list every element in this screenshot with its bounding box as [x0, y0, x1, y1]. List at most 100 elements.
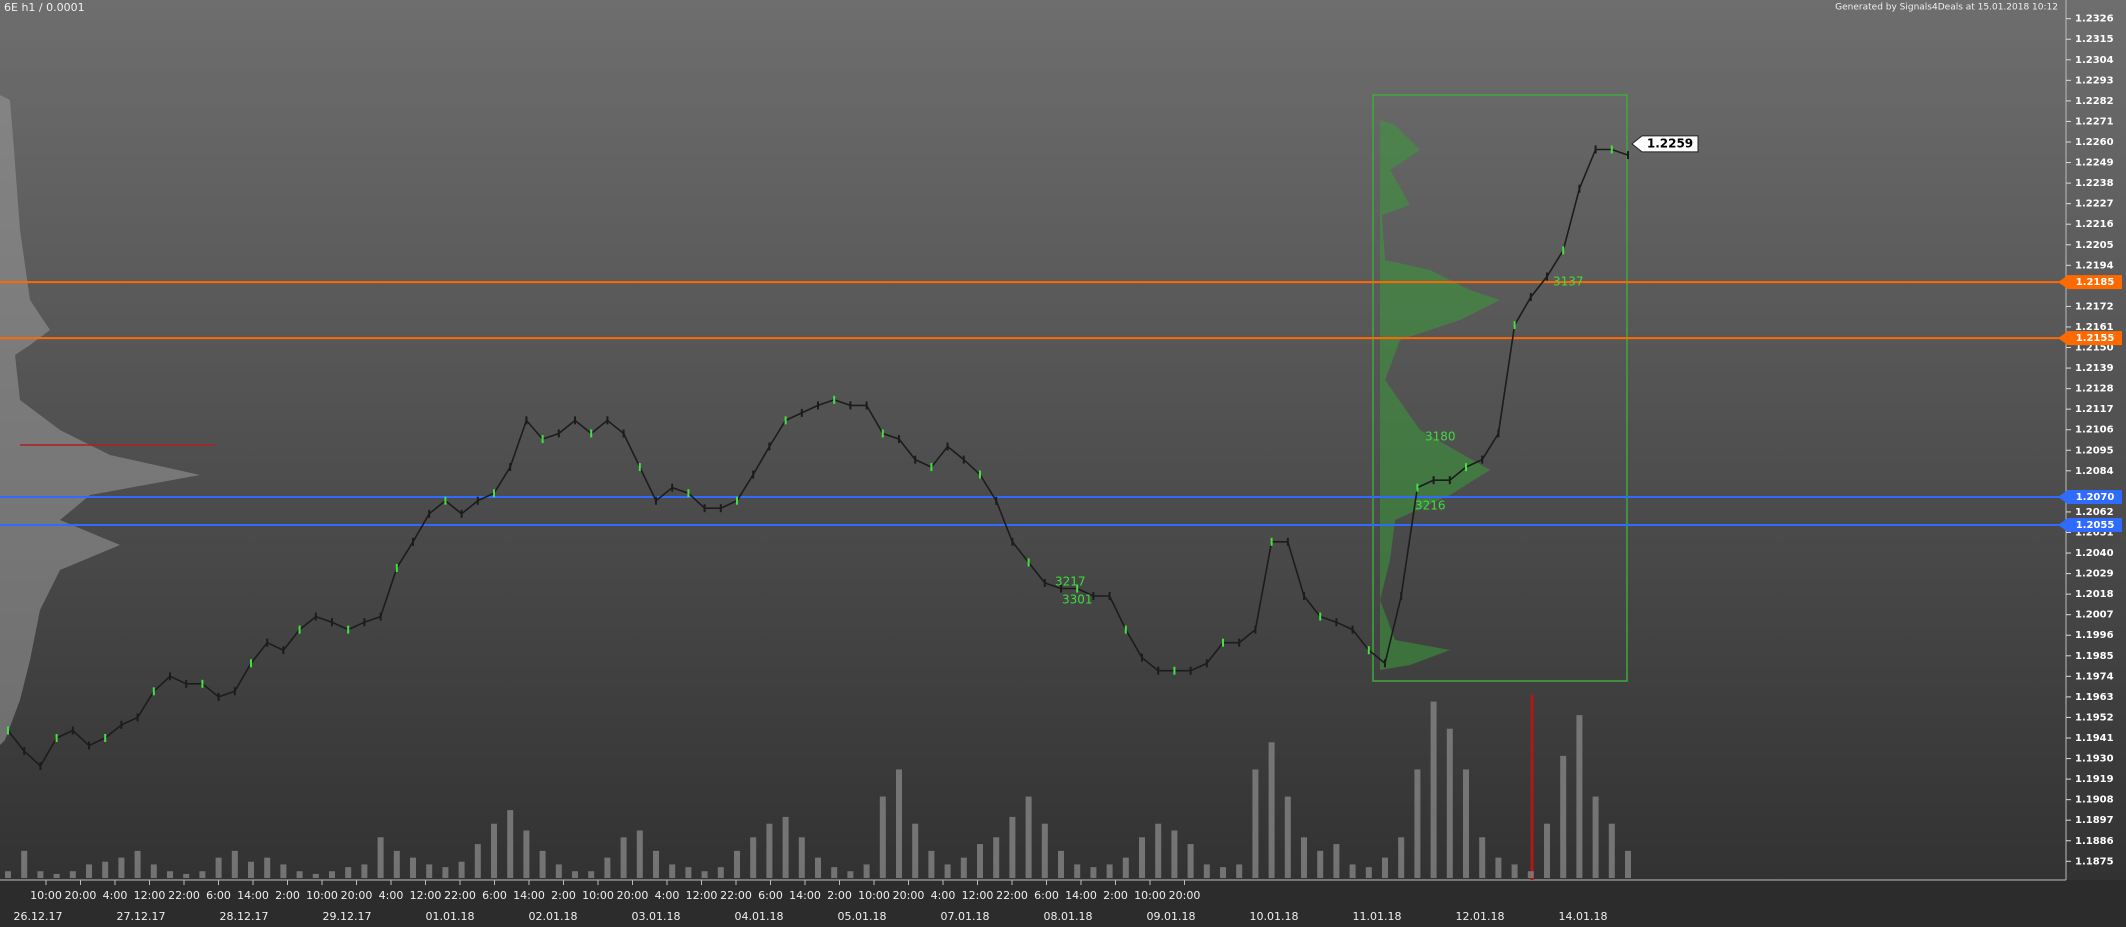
y-tick-label: 1.2084 — [2075, 466, 2114, 477]
volume-bar — [717, 867, 724, 878]
volume-bar — [1398, 837, 1405, 878]
volume-bar — [1301, 837, 1307, 878]
level-tag — [2058, 331, 2122, 346]
y-tick-label: 1.2029 — [2075, 569, 2114, 580]
y-tick-label: 1.2040 — [2075, 548, 2114, 559]
x-tick-label: 12:00 — [686, 889, 718, 902]
x-tick-label: 22:00 — [720, 889, 752, 902]
price-bar — [298, 625, 301, 634]
price-bar — [23, 747, 26, 756]
price-bar — [881, 429, 884, 438]
volume-bar — [69, 871, 76, 878]
level-tag — [2058, 275, 2122, 290]
volume-bar — [734, 850, 740, 878]
date-label: 10.01.18 — [1250, 910, 1299, 923]
date-label: 12.01.18 — [1456, 910, 1505, 923]
volume-bar — [5, 871, 11, 878]
volume-bar — [1333, 844, 1340, 878]
price-bar — [1400, 592, 1403, 601]
price-bar — [1448, 476, 1451, 485]
y-tick-label: 1.2216 — [2075, 219, 2114, 230]
price-bar — [1173, 666, 1176, 675]
y-tick-label: 1.2227 — [2075, 199, 2114, 210]
y-tick-label: 1.1930 — [2075, 754, 2114, 765]
volume-bar — [604, 857, 611, 878]
price-bar — [1319, 612, 1322, 621]
date-label: 09.01.18 — [1147, 910, 1196, 923]
price-bar — [152, 687, 155, 696]
volume-bar — [1187, 844, 1194, 878]
volume-bar — [1527, 871, 1534, 878]
volume-bar — [993, 837, 1000, 878]
price-bar — [1011, 537, 1014, 546]
y-tick-label: 1.2051 — [2075, 527, 2114, 538]
x-tick-label: 20:00 — [65, 889, 97, 902]
volume-bar — [1025, 796, 1032, 878]
price-bar — [719, 504, 722, 513]
x-tick-label: 10:00 — [858, 889, 890, 902]
x-tick-label: 12:00 — [962, 889, 994, 902]
volume-bar — [215, 857, 222, 878]
volume-bar — [393, 850, 400, 878]
volume-bar — [53, 873, 60, 878]
y-tick-label: 1.2282 — [2075, 96, 2114, 107]
price-bar — [39, 762, 42, 771]
y-tick-label: 1.2161 — [2075, 322, 2114, 333]
level-label: 1.2155 — [2076, 333, 2115, 344]
volume-bar — [782, 816, 789, 878]
price-bar — [1222, 638, 1224, 647]
volume-bar — [102, 861, 109, 878]
price-bar — [833, 395, 836, 404]
level-tag — [2058, 489, 2122, 504]
y-tick-label: 1.1897 — [2075, 815, 2114, 826]
volume-bar — [766, 823, 773, 878]
date-label: 26.12.17 — [14, 910, 63, 923]
price-bar — [71, 726, 74, 735]
volume-bar — [1463, 769, 1469, 878]
price-bar — [865, 401, 868, 410]
price-bar — [638, 463, 641, 472]
price-bar — [752, 470, 755, 479]
date-label: 07.01.18 — [941, 910, 990, 923]
price-bar — [898, 435, 900, 444]
volume-bar — [1625, 850, 1631, 878]
x-tick-label: 4:00 — [655, 889, 680, 902]
volume-bar — [1592, 796, 1599, 878]
price-bar — [1594, 145, 1597, 154]
x-tick-label: 14:00 — [237, 889, 269, 902]
x-tick-label: 4:00 — [379, 889, 404, 902]
volume-bar — [539, 850, 546, 878]
y-tick-label: 1.1875 — [2075, 856, 2114, 867]
volume-bar — [960, 857, 967, 878]
annotation: 3217 — [1055, 575, 1086, 589]
date-label: 27.12.17 — [117, 910, 166, 923]
y-tick-label: 1.2128 — [2075, 384, 2114, 395]
y-tick-label: 1.1919 — [2075, 774, 2114, 785]
x-tick-label: 20:00 — [617, 889, 649, 902]
volume-bar — [863, 864, 870, 878]
volume-bar — [1544, 823, 1550, 878]
volume-bar — [134, 850, 141, 878]
x-tick-label: 14:00 — [789, 889, 821, 902]
x-tick-label: 20:00 — [341, 889, 373, 902]
annotation: 3301 — [1062, 593, 1093, 607]
x-tick-label: 22:00 — [168, 889, 200, 902]
price-bar — [476, 496, 479, 505]
y-tick-label: 1.1941 — [2075, 733, 2114, 744]
volume-bar — [183, 873, 190, 878]
y-tick-label: 1.1886 — [2075, 836, 2114, 847]
volume-bar — [21, 850, 28, 878]
volume-bar — [1284, 796, 1291, 878]
x-tick-label: 4:00 — [931, 889, 956, 902]
x-tick-label: 10:00 — [1134, 889, 1166, 902]
volume-bar — [1479, 837, 1486, 878]
price-bar — [979, 470, 981, 479]
price-bar — [590, 429, 593, 438]
volume-profile — [0, 95, 200, 745]
x-tick-label: 6:00 — [482, 889, 507, 902]
volume-bar — [1106, 864, 1113, 878]
price-bar — [736, 496, 738, 505]
price-bar — [120, 720, 123, 729]
x-tick-label: 2:00 — [275, 889, 300, 902]
